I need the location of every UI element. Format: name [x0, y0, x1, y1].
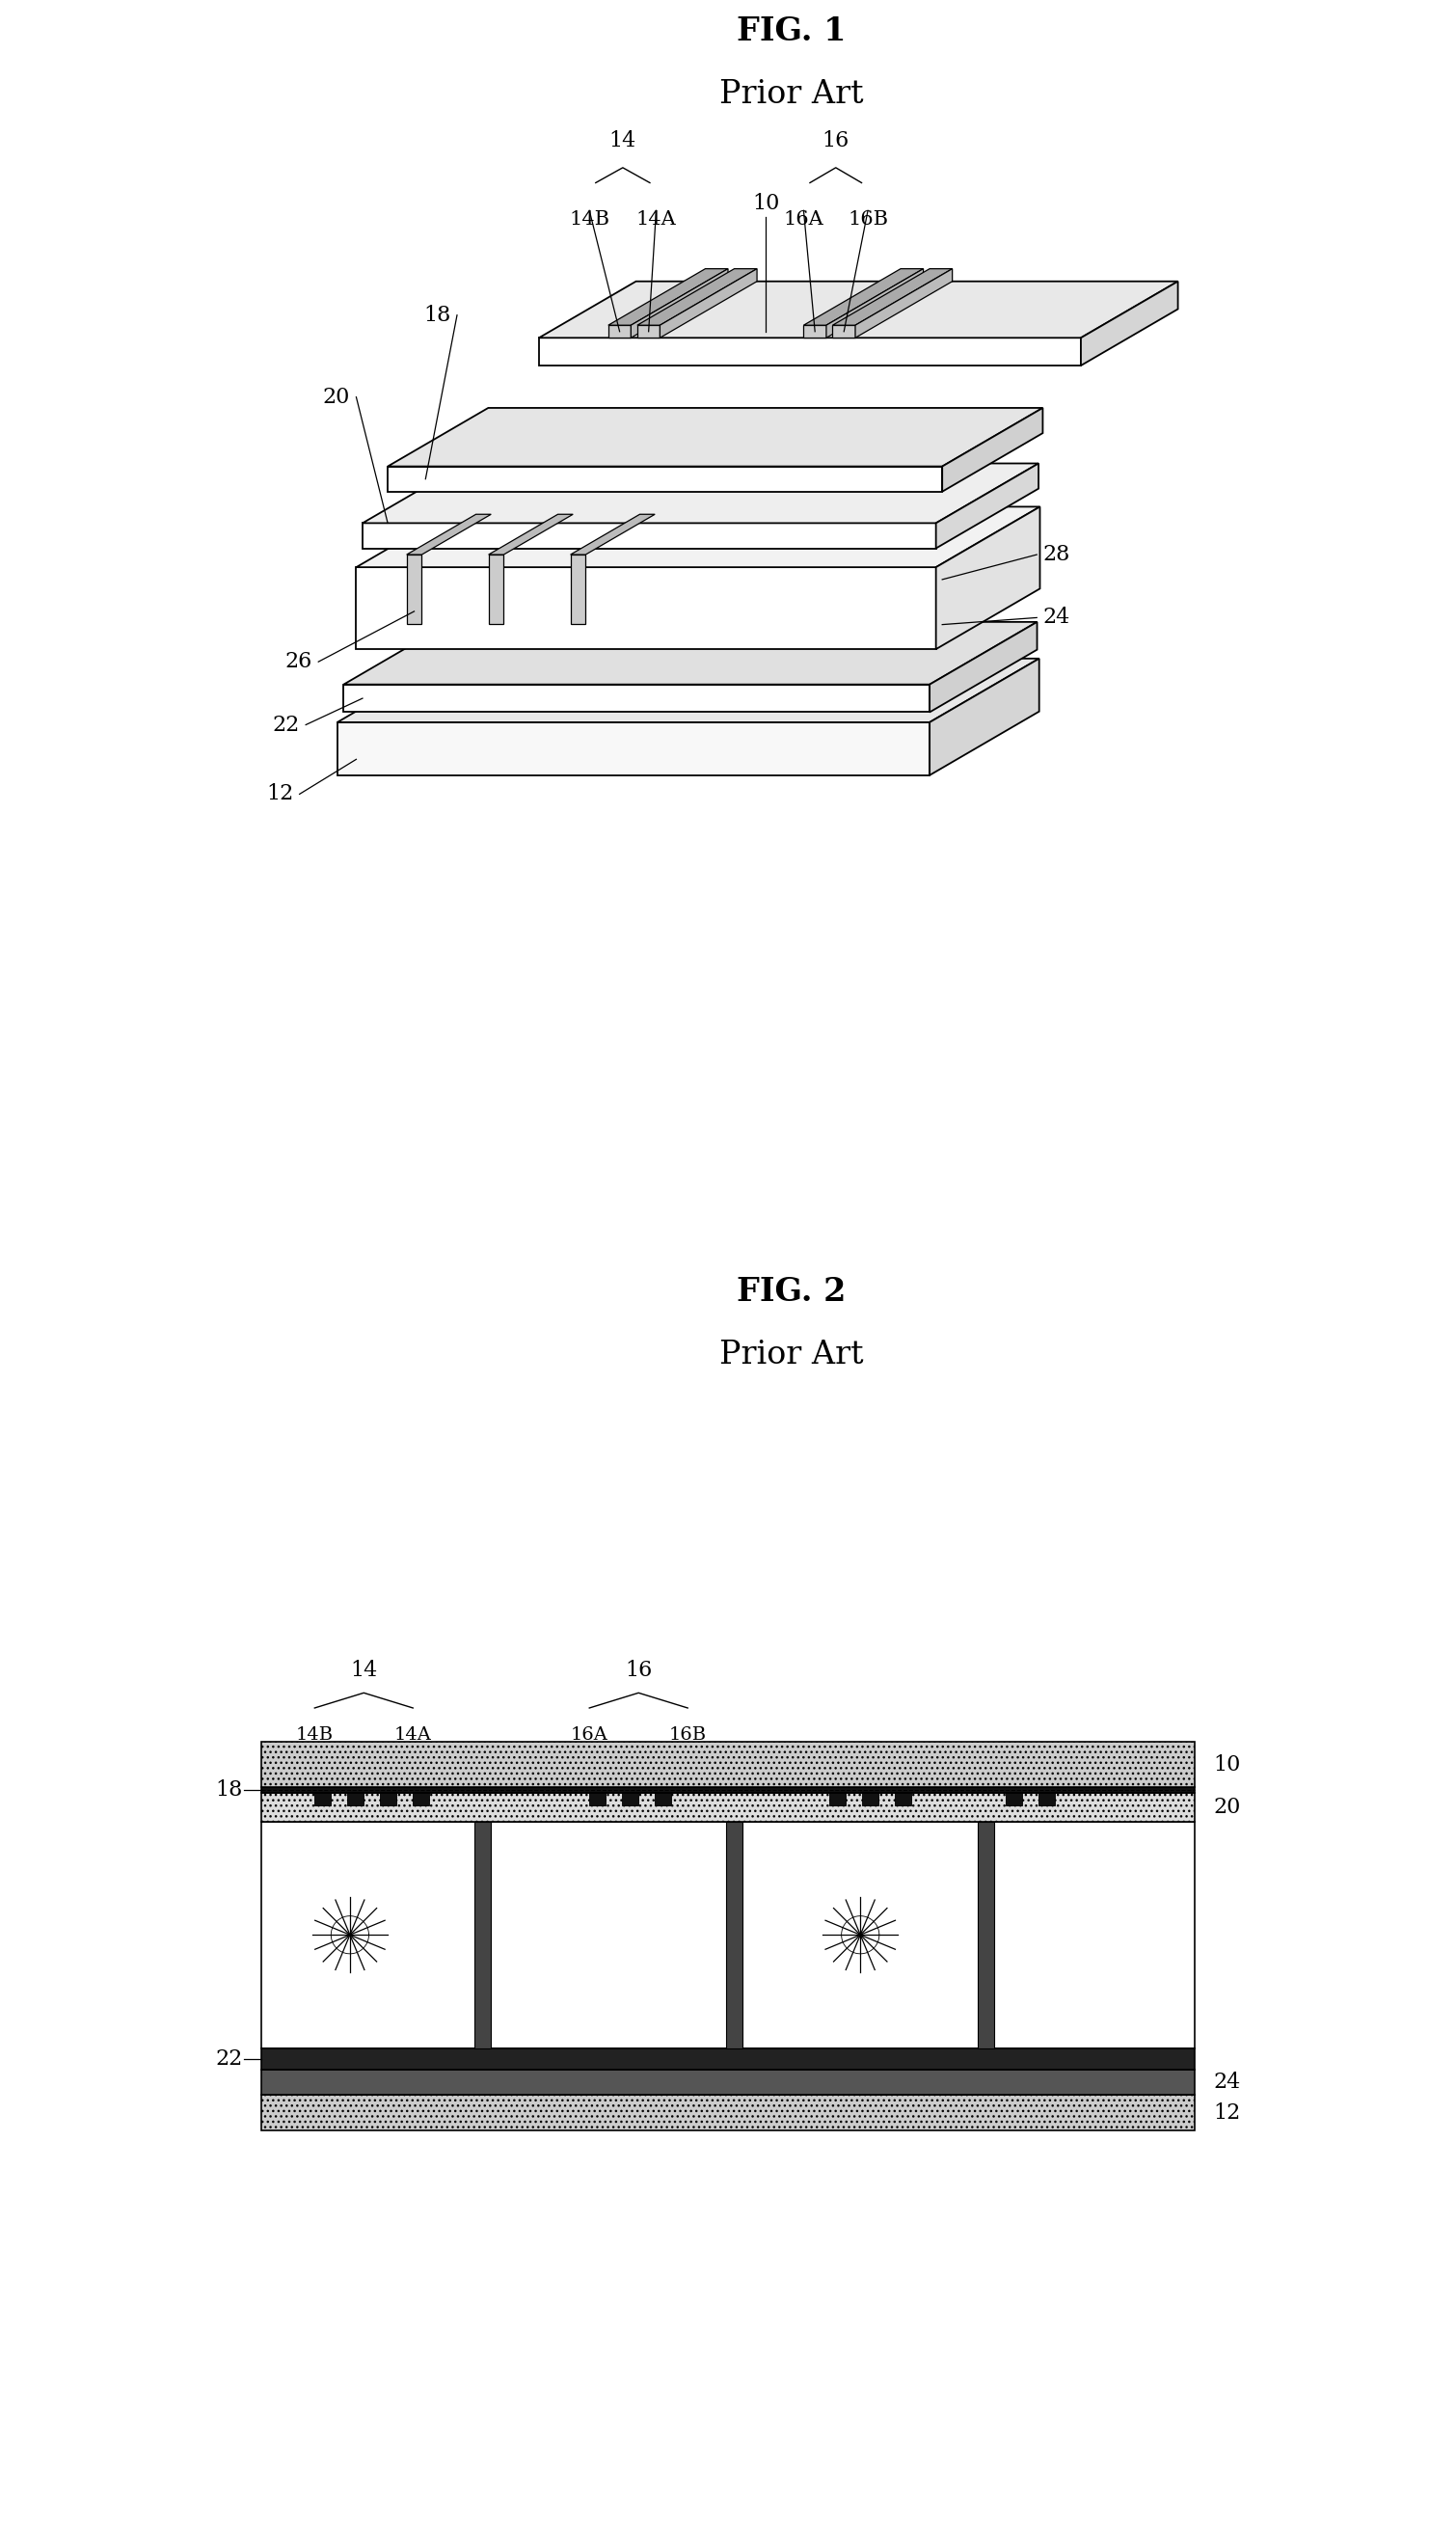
- Polygon shape: [833, 270, 952, 325]
- Polygon shape: [489, 514, 574, 555]
- Text: Prior Art: Prior Art: [719, 1339, 863, 1371]
- Polygon shape: [387, 408, 1042, 466]
- Bar: [262, 1742, 1194, 1787]
- Text: 14B: 14B: [569, 209, 610, 229]
- Polygon shape: [936, 507, 1040, 650]
- Text: 26: 26: [285, 650, 312, 673]
- Bar: [380, 1792, 396, 1805]
- Polygon shape: [638, 325, 660, 338]
- Polygon shape: [609, 270, 728, 325]
- Polygon shape: [936, 464, 1038, 547]
- Polygon shape: [539, 282, 1178, 338]
- Polygon shape: [929, 623, 1037, 711]
- Text: FIG. 1: FIG. 1: [737, 15, 846, 48]
- Bar: [475, 1820, 491, 2047]
- Text: 16B: 16B: [668, 1727, 706, 1745]
- Text: 10: 10: [753, 194, 779, 214]
- Polygon shape: [344, 623, 1037, 686]
- Bar: [262, 2047, 1194, 2070]
- Polygon shape: [539, 338, 1080, 366]
- Text: 20: 20: [323, 386, 349, 408]
- Bar: [314, 1792, 331, 1805]
- Polygon shape: [630, 270, 728, 338]
- Polygon shape: [1080, 282, 1178, 366]
- Bar: [262, 1787, 1194, 1792]
- Text: 18: 18: [424, 305, 451, 325]
- Bar: [862, 1792, 878, 1805]
- Polygon shape: [827, 270, 923, 338]
- Polygon shape: [338, 721, 929, 776]
- Polygon shape: [406, 514, 491, 555]
- Polygon shape: [804, 270, 923, 325]
- Polygon shape: [406, 555, 422, 623]
- Bar: [262, 2070, 1194, 2095]
- Polygon shape: [638, 270, 757, 325]
- Polygon shape: [357, 567, 936, 650]
- Polygon shape: [338, 658, 1040, 721]
- Bar: [655, 1792, 671, 1805]
- Bar: [262, 1792, 1194, 1820]
- Bar: [262, 1820, 1194, 2047]
- Text: 24: 24: [1213, 2072, 1241, 2092]
- Bar: [727, 1820, 743, 2047]
- Polygon shape: [387, 466, 942, 492]
- Polygon shape: [942, 408, 1042, 492]
- Text: 14B: 14B: [296, 1727, 333, 1745]
- Text: 16A: 16A: [571, 1727, 609, 1745]
- Text: 28: 28: [1042, 545, 1070, 565]
- Polygon shape: [929, 658, 1040, 776]
- Polygon shape: [609, 325, 630, 338]
- Text: 16: 16: [625, 1659, 652, 1682]
- Polygon shape: [489, 555, 504, 623]
- Polygon shape: [363, 522, 936, 547]
- Bar: [262, 2095, 1194, 2130]
- Text: 16B: 16B: [847, 209, 888, 229]
- Text: 14A: 14A: [636, 209, 676, 229]
- Bar: [978, 1820, 994, 2047]
- Polygon shape: [344, 686, 929, 711]
- Text: 22: 22: [272, 713, 300, 736]
- Text: FIG. 2: FIG. 2: [737, 1276, 846, 1308]
- Bar: [414, 1792, 430, 1805]
- Text: 12: 12: [1213, 2103, 1241, 2123]
- Bar: [348, 1792, 364, 1805]
- Polygon shape: [833, 325, 855, 338]
- Text: 22: 22: [215, 2050, 243, 2070]
- Bar: [1038, 1792, 1054, 1805]
- Polygon shape: [571, 514, 655, 555]
- Text: Prior Art: Prior Art: [719, 78, 863, 111]
- Polygon shape: [363, 464, 1038, 522]
- Text: 18: 18: [215, 1780, 243, 1800]
- Polygon shape: [855, 270, 952, 338]
- Polygon shape: [571, 555, 585, 623]
- Bar: [828, 1792, 844, 1805]
- Bar: [622, 1792, 639, 1805]
- Text: 20: 20: [1213, 1797, 1241, 1818]
- Polygon shape: [357, 507, 1040, 567]
- Bar: [590, 1792, 606, 1805]
- Text: 14: 14: [609, 131, 636, 151]
- Text: 14: 14: [349, 1659, 377, 1682]
- Polygon shape: [804, 325, 827, 338]
- Bar: [894, 1792, 911, 1805]
- Text: 16A: 16A: [783, 209, 824, 229]
- Text: 12: 12: [266, 784, 293, 804]
- Text: 10: 10: [1213, 1755, 1241, 1775]
- Text: 16: 16: [823, 131, 849, 151]
- Text: 24: 24: [1042, 608, 1070, 628]
- Bar: [1005, 1792, 1022, 1805]
- Text: 14A: 14A: [395, 1727, 431, 1745]
- Polygon shape: [660, 270, 757, 338]
